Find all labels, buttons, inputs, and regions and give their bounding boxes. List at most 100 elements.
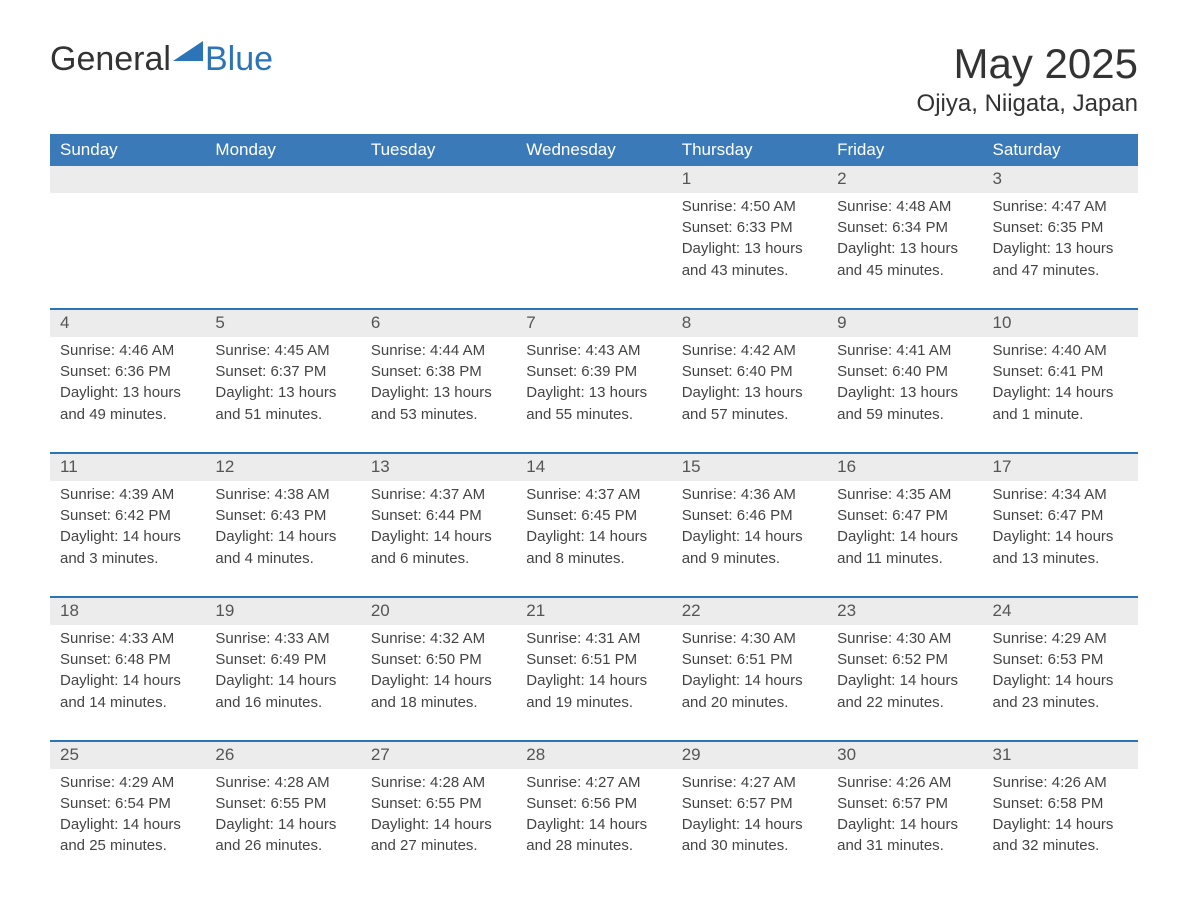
calendar-week-row: 25Sunrise: 4:29 AMSunset: 6:54 PMDayligh…	[50, 740, 1138, 884]
calendar-cell: 21Sunrise: 4:31 AMSunset: 6:51 PMDayligh…	[516, 596, 671, 740]
day-sunrise: Sunrise: 4:47 AM	[993, 197, 1128, 217]
day-sunrise: Sunrise: 4:31 AM	[526, 629, 661, 649]
day-d1: Daylight: 14 hours	[993, 383, 1128, 403]
day-sunrise: Sunrise: 4:34 AM	[993, 485, 1128, 505]
day-sunset: Sunset: 6:43 PM	[215, 506, 350, 526]
day-sunrise: Sunrise: 4:33 AM	[60, 629, 195, 649]
day-d2: and 18 minutes.	[371, 693, 506, 713]
day-number	[516, 166, 671, 193]
day-d2: and 19 minutes.	[526, 693, 661, 713]
calendar-cell: 15Sunrise: 4:36 AMSunset: 6:46 PMDayligh…	[672, 452, 827, 596]
day-d2: and 30 minutes.	[682, 836, 817, 856]
day-data: Sunrise: 4:30 AMSunset: 6:51 PMDaylight:…	[672, 625, 827, 713]
day-d1: Daylight: 14 hours	[371, 815, 506, 835]
day-data: Sunrise: 4:33 AMSunset: 6:48 PMDaylight:…	[50, 625, 205, 713]
calendar-cell: 6Sunrise: 4:44 AMSunset: 6:38 PMDaylight…	[361, 308, 516, 452]
day-sunset: Sunset: 6:35 PM	[993, 218, 1128, 238]
day-sunrise: Sunrise: 4:28 AM	[215, 773, 350, 793]
day-sunset: Sunset: 6:53 PM	[993, 650, 1128, 670]
day-data: Sunrise: 4:35 AMSunset: 6:47 PMDaylight:…	[827, 481, 982, 569]
day-d2: and 53 minutes.	[371, 405, 506, 425]
day-number	[361, 166, 516, 193]
day-number	[50, 166, 205, 193]
day-data: Sunrise: 4:29 AMSunset: 6:54 PMDaylight:…	[50, 769, 205, 857]
day-sunrise: Sunrise: 4:35 AM	[837, 485, 972, 505]
day-sunset: Sunset: 6:41 PM	[993, 362, 1128, 382]
day-number: 2	[827, 166, 982, 193]
day-data: Sunrise: 4:31 AMSunset: 6:51 PMDaylight:…	[516, 625, 671, 713]
day-d2: and 8 minutes.	[526, 549, 661, 569]
day-sunrise: Sunrise: 4:29 AM	[60, 773, 195, 793]
calendar-cell	[50, 166, 205, 308]
title-block: May 2025 Ojiya, Niigata, Japan	[917, 40, 1138, 128]
day-d1: Daylight: 14 hours	[60, 671, 195, 691]
calendar-cell	[205, 166, 360, 308]
day-number: 19	[205, 596, 360, 625]
day-d2: and 1 minute.	[993, 405, 1128, 425]
calendar-cell: 20Sunrise: 4:32 AMSunset: 6:50 PMDayligh…	[361, 596, 516, 740]
day-sunrise: Sunrise: 4:41 AM	[837, 341, 972, 361]
day-d1: Daylight: 14 hours	[993, 527, 1128, 547]
day-sunrise: Sunrise: 4:37 AM	[371, 485, 506, 505]
weekday-header-row: SundayMondayTuesdayWednesdayThursdayFrid…	[50, 134, 1138, 166]
calendar-table: SundayMondayTuesdayWednesdayThursdayFrid…	[50, 134, 1138, 884]
day-data: Sunrise: 4:44 AMSunset: 6:38 PMDaylight:…	[361, 337, 516, 425]
day-sunset: Sunset: 6:57 PM	[837, 794, 972, 814]
calendar-cell	[361, 166, 516, 308]
calendar-cell: 17Sunrise: 4:34 AMSunset: 6:47 PMDayligh…	[983, 452, 1138, 596]
calendar-cell: 22Sunrise: 4:30 AMSunset: 6:51 PMDayligh…	[672, 596, 827, 740]
day-data: Sunrise: 4:27 AMSunset: 6:57 PMDaylight:…	[672, 769, 827, 857]
calendar-cell: 12Sunrise: 4:38 AMSunset: 6:43 PMDayligh…	[205, 452, 360, 596]
day-sunset: Sunset: 6:51 PM	[682, 650, 817, 670]
day-data: Sunrise: 4:28 AMSunset: 6:55 PMDaylight:…	[205, 769, 360, 857]
day-number: 5	[205, 308, 360, 337]
calendar-cell: 30Sunrise: 4:26 AMSunset: 6:57 PMDayligh…	[827, 740, 982, 884]
day-number: 8	[672, 308, 827, 337]
day-d1: Daylight: 14 hours	[837, 527, 972, 547]
calendar-cell: 29Sunrise: 4:27 AMSunset: 6:57 PMDayligh…	[672, 740, 827, 884]
day-d1: Daylight: 14 hours	[837, 815, 972, 835]
day-d1: Daylight: 13 hours	[682, 383, 817, 403]
day-d2: and 22 minutes.	[837, 693, 972, 713]
day-number: 25	[50, 740, 205, 769]
location-label: Ojiya, Niigata, Japan	[917, 90, 1138, 118]
day-number: 6	[361, 308, 516, 337]
weekday-header: Sunday	[50, 134, 205, 166]
calendar-cell: 25Sunrise: 4:29 AMSunset: 6:54 PMDayligh…	[50, 740, 205, 884]
day-data: Sunrise: 4:37 AMSunset: 6:45 PMDaylight:…	[516, 481, 671, 569]
day-number: 14	[516, 452, 671, 481]
logo-text-blue: Blue	[205, 40, 273, 79]
day-sunset: Sunset: 6:37 PM	[215, 362, 350, 382]
calendar-cell: 9Sunrise: 4:41 AMSunset: 6:40 PMDaylight…	[827, 308, 982, 452]
day-sunrise: Sunrise: 4:27 AM	[682, 773, 817, 793]
day-d1: Daylight: 13 hours	[837, 383, 972, 403]
day-number: 13	[361, 452, 516, 481]
day-sunset: Sunset: 6:40 PM	[682, 362, 817, 382]
day-sunset: Sunset: 6:45 PM	[526, 506, 661, 526]
day-d2: and 11 minutes.	[837, 549, 972, 569]
day-d1: Daylight: 14 hours	[993, 815, 1128, 835]
day-d2: and 4 minutes.	[215, 549, 350, 569]
day-d2: and 57 minutes.	[682, 405, 817, 425]
day-d2: and 13 minutes.	[993, 549, 1128, 569]
calendar-cell: 7Sunrise: 4:43 AMSunset: 6:39 PMDaylight…	[516, 308, 671, 452]
day-number: 21	[516, 596, 671, 625]
day-sunrise: Sunrise: 4:33 AM	[215, 629, 350, 649]
day-d2: and 26 minutes.	[215, 836, 350, 856]
day-d1: Daylight: 14 hours	[993, 671, 1128, 691]
day-d1: Daylight: 14 hours	[682, 527, 817, 547]
day-number: 10	[983, 308, 1138, 337]
day-number: 26	[205, 740, 360, 769]
calendar-cell: 14Sunrise: 4:37 AMSunset: 6:45 PMDayligh…	[516, 452, 671, 596]
day-sunset: Sunset: 6:56 PM	[526, 794, 661, 814]
day-d1: Daylight: 14 hours	[526, 815, 661, 835]
day-sunrise: Sunrise: 4:32 AM	[371, 629, 506, 649]
weekday-header: Tuesday	[361, 134, 516, 166]
day-d2: and 47 minutes.	[993, 261, 1128, 281]
day-data: Sunrise: 4:32 AMSunset: 6:50 PMDaylight:…	[361, 625, 516, 713]
day-data: Sunrise: 4:36 AMSunset: 6:46 PMDaylight:…	[672, 481, 827, 569]
day-d1: Daylight: 14 hours	[371, 527, 506, 547]
calendar-cell: 13Sunrise: 4:37 AMSunset: 6:44 PMDayligh…	[361, 452, 516, 596]
day-number: 9	[827, 308, 982, 337]
calendar-week-row: 11Sunrise: 4:39 AMSunset: 6:42 PMDayligh…	[50, 452, 1138, 596]
